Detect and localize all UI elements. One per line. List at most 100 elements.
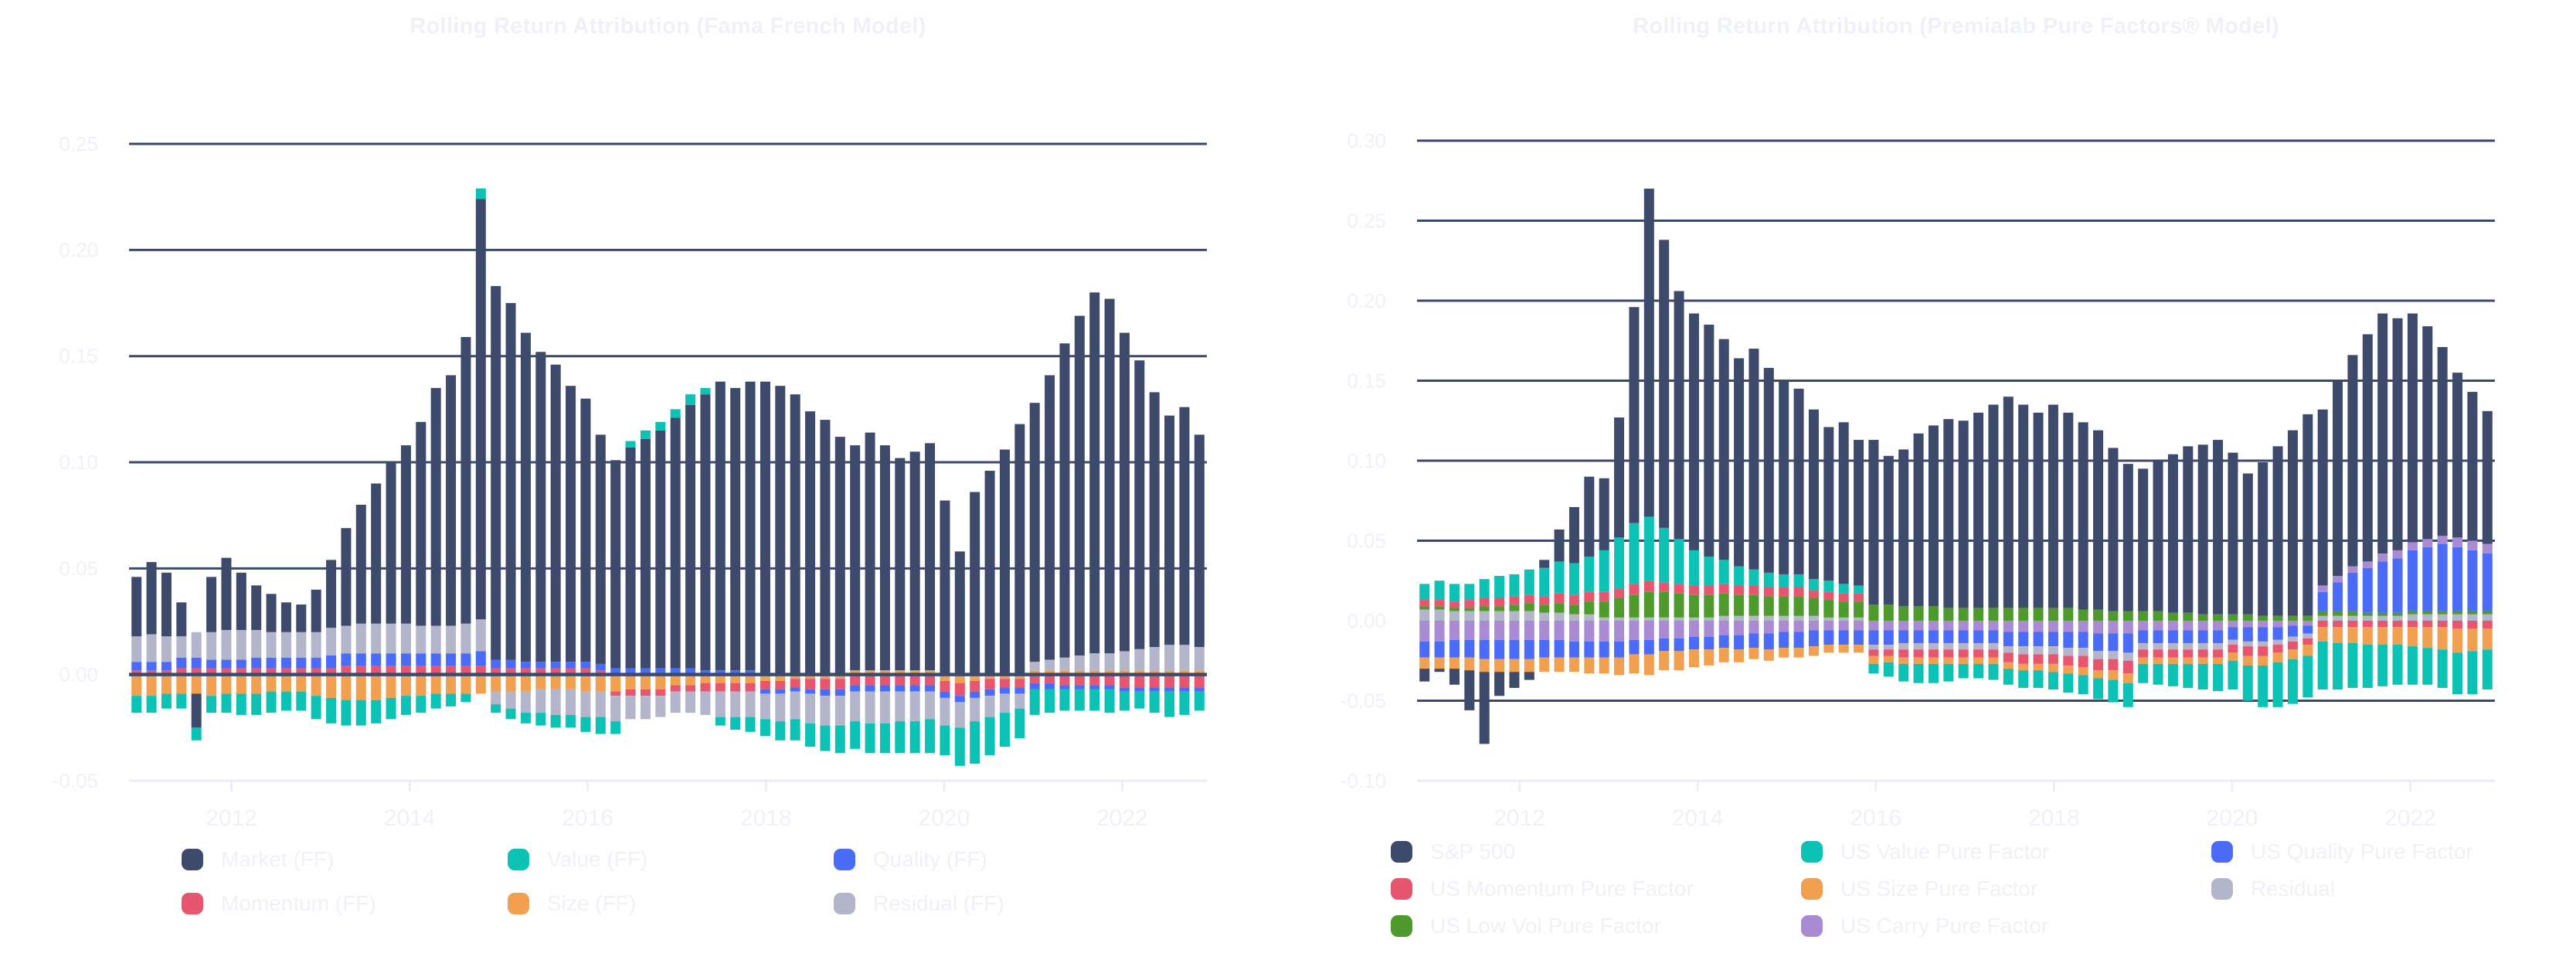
bar-segment-lowvol[interactable] <box>2287 615 2298 621</box>
bar-segment-size[interactable] <box>460 674 471 694</box>
bar-segment-size[interactable] <box>999 674 1010 679</box>
bar-segment-momentum[interactable] <box>1704 585 1715 595</box>
bar-segment-carry[interactable] <box>1793 620 1804 632</box>
bar-segment-residual[interactable] <box>1509 611 1520 621</box>
bar-segment-value[interactable] <box>221 693 232 713</box>
bar-segment-sp[interactable] <box>1823 427 1834 581</box>
bar-segment-momentum[interactable] <box>610 691 621 696</box>
bar-segment-value[interactable] <box>775 721 786 741</box>
bar-segment-size[interactable] <box>685 674 696 686</box>
bar-segment-momentum[interactable] <box>1059 674 1070 686</box>
bar-segment-size[interactable] <box>595 674 606 692</box>
bar-segment-carry[interactable] <box>2302 620 2313 626</box>
bar-segment-carry[interactable] <box>2003 620 2014 632</box>
bar-segment-residual[interactable] <box>670 691 681 713</box>
bar-segment-value[interactable] <box>446 693 457 707</box>
bar-segment-value[interactable] <box>1913 663 1924 683</box>
bar-segment-quality[interactable] <box>280 657 291 669</box>
bar-segment-residual[interactable] <box>1149 646 1160 671</box>
bar-segment-momentum[interactable] <box>341 666 352 675</box>
bar-segment-residual[interactable] <box>550 689 561 715</box>
bar-segment-quality[interactable] <box>2258 627 2268 642</box>
bar-segment-lowvol[interactable] <box>2197 614 2208 621</box>
bar-segment-momentum[interactable] <box>1793 587 1804 597</box>
bar-segment-value[interactable] <box>2108 679 2119 703</box>
bar-segment-value[interactable] <box>879 723 890 754</box>
bar-segment-quality[interactable] <box>2377 561 2388 613</box>
bar-segment-quality[interactable] <box>1898 630 1909 643</box>
bar-segment-value[interactable] <box>1119 691 1130 711</box>
bar-segment-quality[interactable] <box>386 653 396 666</box>
bar-segment-value[interactable] <box>386 697 396 720</box>
bar-segment-quality[interactable] <box>805 689 816 694</box>
bar-segment-value[interactable] <box>191 727 202 741</box>
bar-segment-market[interactable] <box>251 585 262 631</box>
bar-segment-sp[interactable] <box>2272 446 2283 616</box>
bar-segment-quality[interactable] <box>685 668 696 675</box>
bar-segment-size[interactable] <box>2003 662 2014 669</box>
bar-segment-carry[interactable] <box>2063 620 2074 632</box>
bar-segment-residual[interactable] <box>1823 617 1834 621</box>
bar-segment-size[interactable] <box>2467 628 2478 652</box>
bar-segment-carry[interactable] <box>1928 620 1939 631</box>
bar-segment-momentum[interactable] <box>1014 679 1025 688</box>
bar-segment-momentum[interactable] <box>1539 596 1550 605</box>
bar-segment-carry[interactable] <box>2392 550 2403 559</box>
bar-segment-sp[interactable] <box>1988 404 1999 608</box>
bar-segment-market[interactable] <box>1014 424 1025 675</box>
bar-segment-quality[interactable] <box>970 691 980 698</box>
bar-segment-residual[interactable] <box>1779 615 1789 621</box>
bar-segment-momentum[interactable] <box>400 666 411 675</box>
bar-segment-residual[interactable] <box>1643 617 1654 621</box>
bar-segment-residual[interactable] <box>2197 642 2208 650</box>
bar-segment-carry[interactable] <box>2018 620 2029 632</box>
bar-segment-value[interactable] <box>2482 649 2493 690</box>
bar-segment-value[interactable] <box>1868 663 1879 674</box>
bar-segment-quality[interactable] <box>2272 627 2283 640</box>
bar-segment-size[interactable] <box>1164 670 1175 675</box>
bar-segment-sp[interactable] <box>2422 326 2433 540</box>
bar-segment-market[interactable] <box>400 445 411 624</box>
bar-segment-market[interactable] <box>1104 298 1115 654</box>
bar-segment-residual[interactable] <box>146 634 157 662</box>
bar-segment-quality[interactable] <box>640 668 651 675</box>
bar-segment-quality[interactable] <box>595 663 606 671</box>
bar-segment-value[interactable] <box>1134 691 1145 709</box>
bar-segment-quality[interactable] <box>625 668 636 675</box>
bar-segment-market[interactable] <box>341 528 352 626</box>
bar-segment-value[interactable] <box>1734 566 1745 586</box>
bar-segment-quality[interactable] <box>700 670 711 675</box>
bar-segment-residual[interactable] <box>1568 614 1579 621</box>
bar-segment-value[interactable] <box>1449 584 1460 602</box>
bar-segment-momentum[interactable] <box>790 679 800 688</box>
bar-segment-residual[interactable] <box>1119 651 1130 671</box>
bar-segment-value[interactable] <box>655 421 666 431</box>
bar-segment-residual[interactable] <box>2452 614 2463 621</box>
bar-segment-sp[interactable] <box>1509 672 1520 688</box>
bar-segment-residual[interactable] <box>266 632 277 658</box>
bar-segment-size[interactable] <box>2437 627 2448 650</box>
bar-segment-quality[interactable] <box>1659 638 1670 652</box>
bar-segment-size[interactable] <box>745 674 756 683</box>
bar-segment-residual[interactable] <box>1539 612 1550 621</box>
bar-segment-size[interactable] <box>984 674 995 679</box>
bar-segment-quality[interactable] <box>580 662 591 669</box>
bar-segment-sp[interactable] <box>2407 313 2418 543</box>
bar-segment-market[interactable] <box>236 572 246 631</box>
bar-segment-sp[interactable] <box>1434 669 1445 672</box>
bar-segment-value[interactable] <box>1629 523 1640 584</box>
bar-segment-size[interactable] <box>1419 657 1430 669</box>
bar-segment-market[interactable] <box>790 394 800 675</box>
bar-segment-momentum[interactable] <box>1643 581 1654 592</box>
bar-segment-carry[interactable] <box>1838 620 1849 631</box>
bar-segment-momentum[interactable] <box>580 668 591 675</box>
bar-segment-size[interactable] <box>625 674 636 689</box>
bar-segment-market[interactable] <box>940 500 950 675</box>
bar-segment-momentum[interactable] <box>1674 584 1684 594</box>
bar-segment-size[interactable] <box>535 674 546 689</box>
bar-segment-quality[interactable] <box>1509 639 1520 659</box>
bar-segment-quality[interactable] <box>1568 641 1579 658</box>
bar-segment-lowvol[interactable] <box>2467 611 2478 615</box>
bar-segment-momentum[interactable] <box>984 679 995 689</box>
bar-segment-residual[interactable] <box>161 636 172 662</box>
